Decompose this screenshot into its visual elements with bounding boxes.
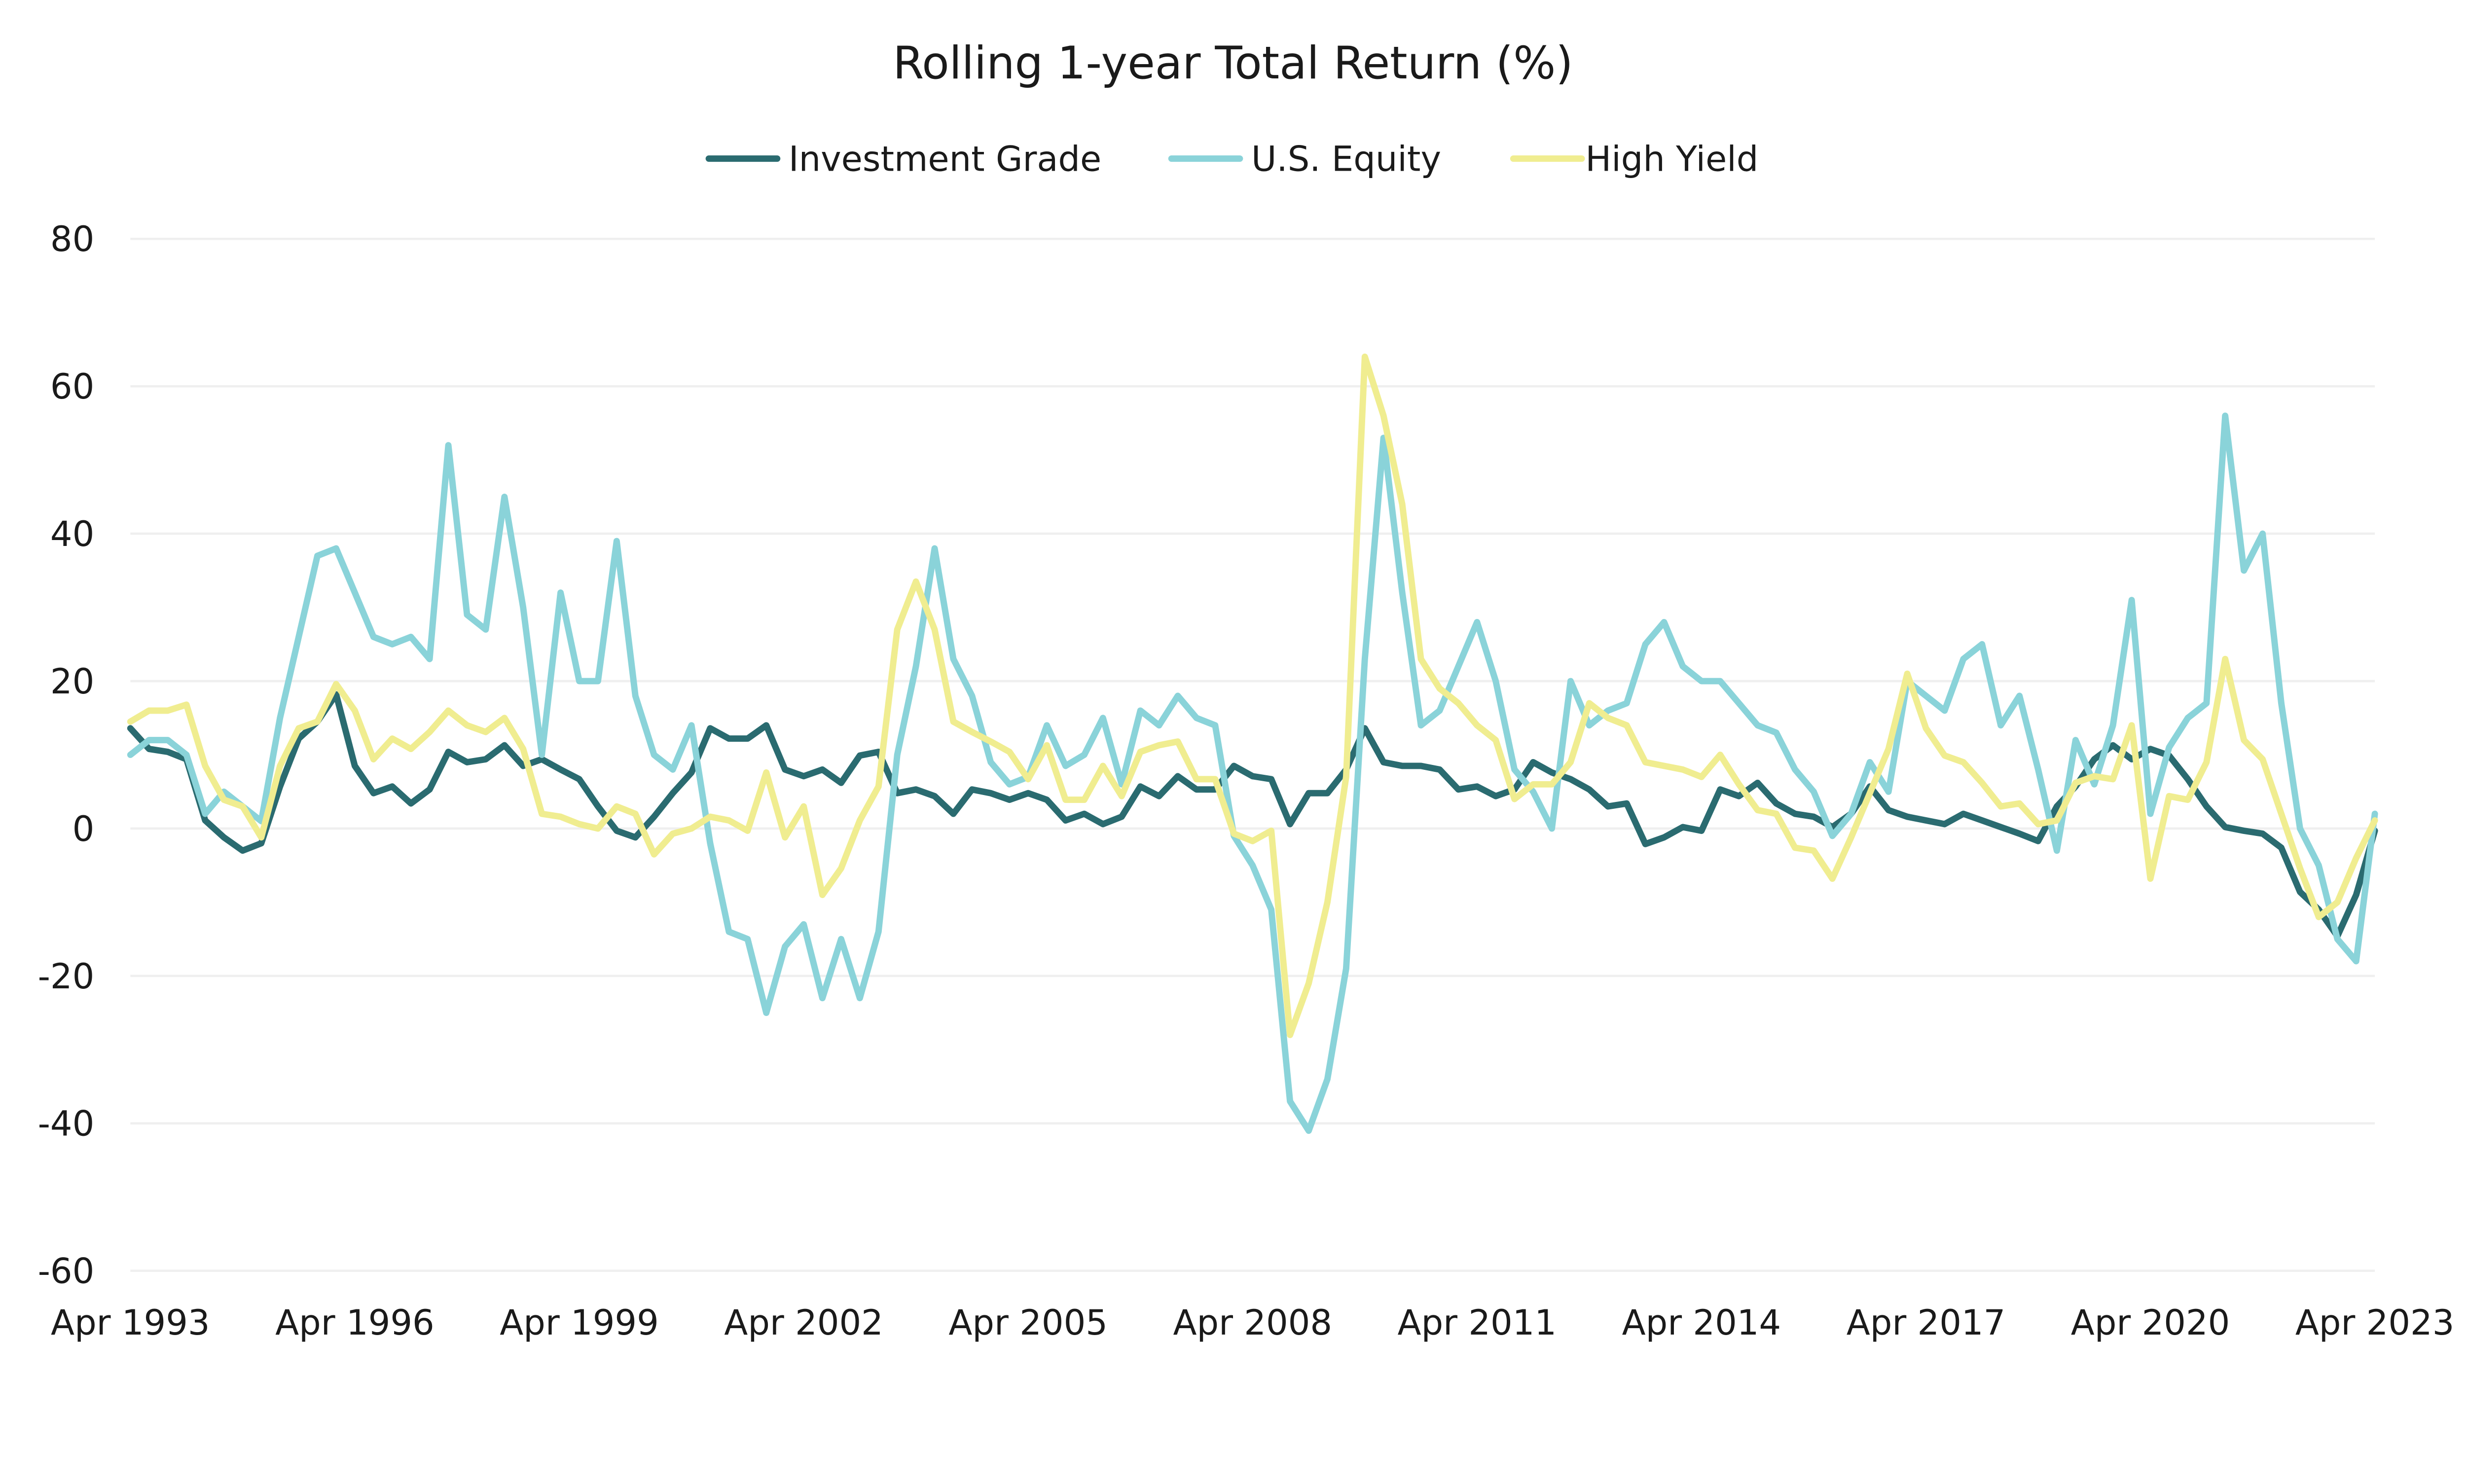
- x-tick-label: Apr 2005: [948, 1303, 1108, 1343]
- y-axis-ticks: 80 60 40 20 0 -20 -40 -60: [38, 219, 95, 1291]
- legend-item-investment-grade[interactable]: Investment Grade: [705, 139, 1101, 180]
- chart-title: Rolling 1-year Total Return (%): [893, 37, 1573, 89]
- x-tick-label: Apr 2011: [1398, 1303, 1557, 1343]
- legend-item-us-equity[interactable]: U.S. Equity: [1168, 139, 1441, 180]
- y-tick-label: -60: [38, 1251, 95, 1292]
- legend: Investment Grade U.S. Equity High Yield: [705, 139, 1758, 180]
- x-tick-label: Apr 2008: [1173, 1303, 1332, 1343]
- x-axis-ticks: Apr 1993 Apr 1996 Apr 1999 Apr 2002 Apr 2005…: [51, 1303, 2454, 1343]
- x-tick-label: Apr 2023: [2295, 1303, 2455, 1343]
- x-tick-label: Apr 1999: [500, 1303, 659, 1343]
- y-tick-label: 20: [50, 661, 94, 702]
- legend-item-high-yield[interactable]: High Yield: [1510, 139, 1758, 180]
- series-lines: [127, 353, 2378, 1134]
- x-tick-label: Apr 2014: [1622, 1303, 1781, 1343]
- y-tick-label: 60: [50, 366, 94, 407]
- x-tick-label: Apr 2002: [724, 1303, 883, 1343]
- x-tick-label: Apr 1996: [275, 1303, 435, 1343]
- x-tick-label: Apr 2017: [1847, 1303, 2006, 1343]
- x-tick-label: Apr 1993: [51, 1303, 210, 1343]
- y-tick-label: 40: [50, 514, 94, 554]
- y-tick-label: -20: [38, 956, 95, 997]
- y-tick-label: 80: [50, 219, 94, 259]
- series-line-u-s-equity: [127, 412, 2378, 1134]
- y-tick-label: 0: [73, 809, 95, 849]
- x-tick-label: Apr 2020: [2071, 1303, 2230, 1343]
- series-line-investment-grade: [127, 691, 2378, 940]
- gridlines: [130, 237, 2375, 1272]
- legend-label-us-equity: U.S. Equity: [1251, 139, 1441, 180]
- y-tick-label: -40: [38, 1104, 95, 1144]
- line-chart: Rolling 1-year Total Return (%) Investme…: [38, 37, 2455, 1343]
- series-line-high-yield: [127, 353, 2378, 1038]
- legend-label-high-yield: High Yield: [1585, 139, 1758, 180]
- legend-label-investment-grade: Investment Grade: [789, 139, 1101, 180]
